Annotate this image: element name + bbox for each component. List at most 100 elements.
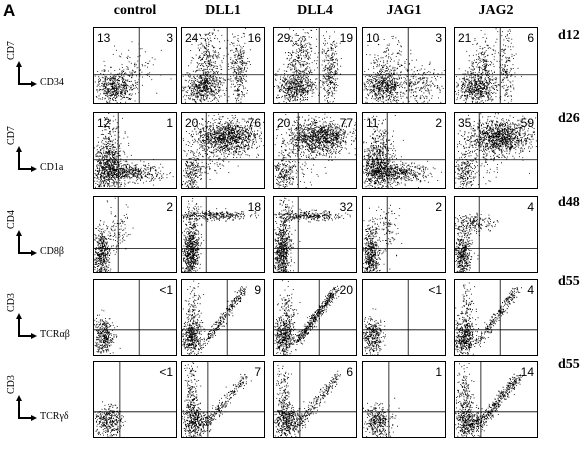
dot-plot: 14 — [454, 361, 538, 438]
upper-left-percentage: 13 — [97, 31, 111, 45]
arrow-up-icon — [15, 146, 22, 152]
event-cloud — [455, 212, 499, 236]
dot-plot: 13 3 — [93, 27, 177, 104]
event-cloud — [363, 131, 399, 189]
event-cloud — [94, 401, 126, 438]
x-axis-label: TCRγδ — [40, 411, 69, 422]
event-cloud — [182, 280, 206, 356]
plot-frame — [93, 112, 177, 189]
plot-frame — [273, 112, 357, 189]
event-cloud — [363, 308, 386, 356]
upper-right-percentage: 18 — [248, 200, 262, 214]
upper-right-percentage: 32 — [340, 200, 354, 214]
plot-frame — [454, 279, 538, 356]
event-cloud — [318, 31, 342, 104]
event-cloud — [363, 207, 382, 273]
y-axis-arrow — [18, 66, 20, 84]
event-cloud — [396, 59, 445, 104]
x-axis-arrow — [18, 335, 32, 337]
plot-frame — [273, 361, 357, 438]
y-axis-label: CD3 — [6, 293, 17, 312]
plot-frame — [93, 361, 177, 438]
event-cloud — [274, 63, 329, 104]
arrow-up-icon — [15, 61, 22, 67]
upper-right-percentage: 4 — [527, 283, 534, 297]
y-axis-label: CD7 — [6, 126, 17, 145]
event-cloud-diagonal — [199, 286, 247, 345]
upper-right-percentage: 19 — [340, 31, 354, 45]
arrow-right-icon — [31, 414, 37, 421]
plot-frame — [181, 27, 265, 104]
y-axis-label: CD3 — [6, 375, 17, 394]
event-cloud — [94, 220, 115, 273]
event-cloud — [182, 113, 265, 160]
dot-plot: 21 6 — [454, 27, 538, 104]
event-cloud — [94, 309, 121, 354]
event-cloud — [183, 198, 203, 272]
x-axis-label: CD8β — [40, 246, 64, 257]
event-cloud-diagonal — [202, 373, 252, 427]
upper-left-percentage: 29 — [277, 31, 291, 45]
upper-left-percentage: 11 — [366, 116, 379, 130]
event-cloud — [495, 29, 522, 104]
event-cloud — [224, 28, 251, 104]
plot-frame — [181, 361, 265, 438]
column-header-dll1: DLL1 — [205, 3, 241, 18]
event-cloud-diagonal — [474, 287, 522, 348]
x-axis-arrow — [18, 168, 32, 170]
upper-right-percentage: <1 — [159, 365, 173, 379]
timepoint-label: d48 — [558, 195, 580, 210]
upper-left-percentage: 24 — [185, 31, 199, 45]
event-cloud — [455, 399, 499, 438]
arrow-up-icon — [15, 313, 22, 319]
plot-frame — [362, 112, 446, 189]
upper-right-percentage: 20 — [340, 283, 354, 297]
upper-left-percentage: 20 — [277, 116, 291, 130]
upper-right-percentage: 59 — [521, 116, 535, 130]
column-header-control: control — [113, 3, 157, 18]
dot-plot: 7 — [181, 361, 265, 438]
column-header-dll4: DLL4 — [297, 3, 333, 18]
event-cloud — [276, 197, 294, 273]
arrow-right-icon — [31, 165, 37, 172]
upper-left-percentage: 20 — [185, 116, 199, 130]
dot-plot: 2 — [93, 196, 177, 273]
event-cloud — [182, 144, 206, 189]
dot-plot: 20 77 — [273, 112, 357, 189]
event-cloud — [182, 310, 206, 356]
upper-right-percentage: 2 — [166, 200, 173, 214]
plot-frame — [362, 196, 446, 273]
y-axis-arrow — [18, 235, 20, 253]
y-axis-arrow — [18, 318, 20, 336]
upper-left-percentage: 21 — [458, 31, 472, 45]
x-axis-label: CD34 — [40, 77, 64, 88]
event-cloud — [363, 63, 428, 104]
timepoint-label: d12 — [558, 28, 580, 43]
event-cloud — [274, 113, 357, 168]
event-cloud-diagonal — [295, 370, 341, 429]
plot-frame — [362, 279, 446, 356]
event-cloud — [276, 365, 292, 437]
plot-frame — [454, 361, 538, 438]
upper-right-percentage: 9 — [254, 283, 261, 297]
dot-plot: 9 — [181, 279, 265, 356]
event-cloud — [455, 151, 478, 189]
plot-frame — [181, 112, 265, 189]
event-cloud — [94, 60, 143, 104]
plot-frame — [454, 196, 538, 273]
x-axis-label: TCRαβ — [40, 329, 70, 340]
timepoint-label: d55 — [558, 274, 580, 289]
plot-frame — [93, 196, 177, 273]
timepoint-label: d55 — [558, 357, 580, 372]
dot-plot: 2 — [362, 196, 446, 273]
event-cloud — [100, 197, 134, 259]
dot-plot: 4 — [454, 279, 538, 356]
plot-frame — [362, 361, 446, 438]
upper-left-percentage: 12 — [97, 116, 111, 130]
dot-plot: 32 — [273, 196, 357, 273]
event-cloud — [455, 307, 478, 356]
plot-frame — [273, 196, 357, 273]
event-cloud — [363, 156, 442, 189]
upper-right-percentage: 76 — [248, 116, 262, 130]
x-axis-arrow — [18, 252, 32, 254]
